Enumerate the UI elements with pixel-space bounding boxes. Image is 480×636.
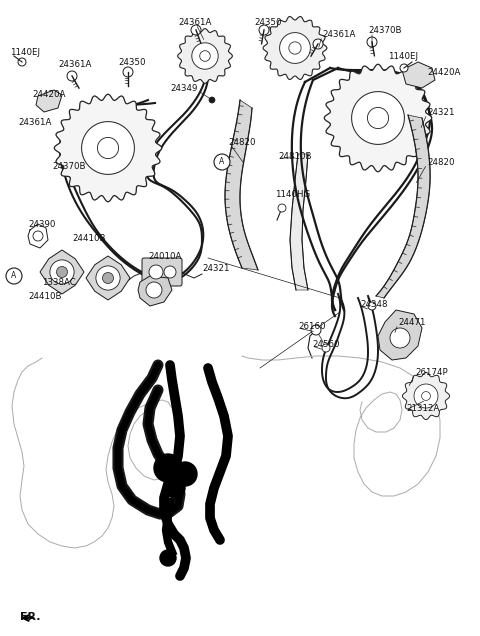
Text: 1140EJ: 1140EJ <box>10 48 40 57</box>
Text: 24410B: 24410B <box>72 234 106 243</box>
Polygon shape <box>225 100 258 270</box>
Polygon shape <box>414 384 438 408</box>
Text: 24410B: 24410B <box>28 292 61 301</box>
Circle shape <box>146 282 162 298</box>
Polygon shape <box>378 310 422 360</box>
Text: 24350: 24350 <box>254 18 282 27</box>
Circle shape <box>311 325 321 335</box>
Text: FR.: FR. <box>20 612 40 622</box>
Text: 24010A: 24010A <box>148 252 181 261</box>
Text: 1140EJ: 1140EJ <box>388 52 418 61</box>
Polygon shape <box>421 392 431 401</box>
Circle shape <box>191 25 201 35</box>
Polygon shape <box>192 43 218 69</box>
Polygon shape <box>289 42 301 54</box>
Text: 24349: 24349 <box>170 84 197 93</box>
Polygon shape <box>402 373 450 420</box>
Text: 24361A: 24361A <box>178 18 212 27</box>
Polygon shape <box>352 92 404 144</box>
Polygon shape <box>97 137 119 158</box>
Text: 24361A: 24361A <box>18 118 51 127</box>
Text: 24370B: 24370B <box>52 162 85 171</box>
Polygon shape <box>178 29 232 83</box>
Circle shape <box>259 25 269 35</box>
Text: 24820: 24820 <box>427 158 455 167</box>
Circle shape <box>123 67 133 77</box>
Polygon shape <box>82 121 134 174</box>
FancyBboxPatch shape <box>142 258 182 286</box>
Circle shape <box>368 302 376 310</box>
Circle shape <box>164 266 176 278</box>
Circle shape <box>96 266 120 290</box>
Circle shape <box>214 154 230 170</box>
Text: 1338AC: 1338AC <box>42 278 76 287</box>
Polygon shape <box>263 17 327 80</box>
Text: 24471: 24471 <box>398 318 425 327</box>
Text: 24420A: 24420A <box>32 90 65 99</box>
Circle shape <box>165 478 185 498</box>
Circle shape <box>313 39 323 49</box>
Text: 24361A: 24361A <box>322 30 355 39</box>
Polygon shape <box>376 115 430 298</box>
Polygon shape <box>290 154 308 290</box>
Circle shape <box>50 260 74 284</box>
Text: 24321: 24321 <box>202 264 229 273</box>
Text: 1140HG: 1140HG <box>275 190 310 199</box>
Text: 24321: 24321 <box>427 108 455 117</box>
Text: 24361A: 24361A <box>58 60 91 69</box>
Circle shape <box>103 272 113 284</box>
Text: 24348: 24348 <box>360 300 387 309</box>
Polygon shape <box>138 276 172 306</box>
Circle shape <box>18 58 26 66</box>
Polygon shape <box>86 256 130 300</box>
Circle shape <box>154 454 182 482</box>
Text: 24810B: 24810B <box>278 152 312 161</box>
Circle shape <box>278 204 286 212</box>
Circle shape <box>67 71 77 81</box>
Text: A: A <box>12 272 17 280</box>
Text: 24560: 24560 <box>312 340 339 349</box>
Text: 24820: 24820 <box>228 138 255 147</box>
Circle shape <box>400 64 408 72</box>
Text: 21312A: 21312A <box>406 404 439 413</box>
Text: 24370B: 24370B <box>368 26 401 35</box>
Circle shape <box>160 550 176 566</box>
Text: 24420A: 24420A <box>427 68 460 77</box>
Polygon shape <box>36 90 62 112</box>
Circle shape <box>322 344 330 352</box>
Polygon shape <box>280 32 311 64</box>
Circle shape <box>149 265 163 279</box>
Polygon shape <box>200 51 210 61</box>
Text: 26160: 26160 <box>298 322 325 331</box>
Polygon shape <box>40 250 84 294</box>
Circle shape <box>390 328 410 348</box>
Text: 26174P: 26174P <box>415 368 448 377</box>
Polygon shape <box>54 94 162 202</box>
Polygon shape <box>368 107 389 128</box>
Polygon shape <box>324 64 432 172</box>
Circle shape <box>33 231 43 241</box>
Circle shape <box>367 37 377 47</box>
Text: A: A <box>219 158 225 167</box>
Text: 24350: 24350 <box>118 58 145 67</box>
Circle shape <box>173 462 197 486</box>
Circle shape <box>209 97 215 103</box>
Circle shape <box>57 266 68 277</box>
Text: 24390: 24390 <box>28 220 55 229</box>
Polygon shape <box>402 62 435 88</box>
Circle shape <box>6 268 22 284</box>
